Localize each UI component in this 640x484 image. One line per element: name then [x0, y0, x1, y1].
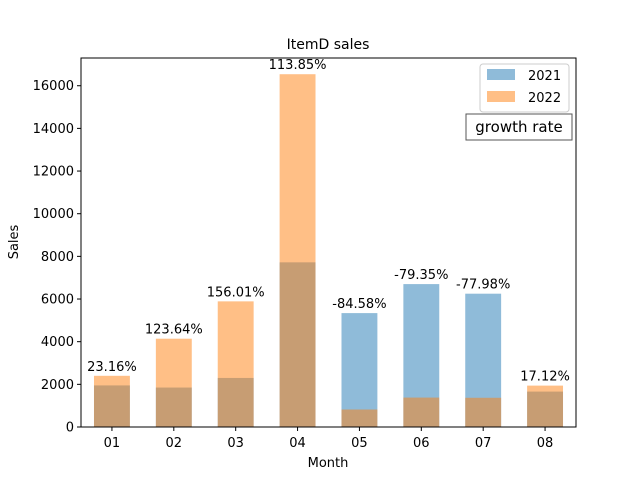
- x-tick-label-05: 05: [351, 436, 368, 451]
- bar-2022-04: [279, 74, 316, 428]
- bar-layer: [93, 74, 564, 428]
- x-tick-label-06: 06: [413, 436, 430, 451]
- y-tick-label: 6000: [41, 293, 74, 308]
- data-label-04: 113.85%: [269, 58, 327, 73]
- x-axis-label: Month: [308, 456, 349, 471]
- data-label-03: 156.01%: [207, 285, 265, 300]
- y-tick-label: 10000: [33, 207, 74, 222]
- x-tick-label-08: 08: [537, 436, 554, 451]
- y-tick-label: 14000: [33, 122, 74, 137]
- x-tick-label-04: 04: [289, 436, 306, 451]
- annotation-text: growth rate: [475, 118, 562, 136]
- x-tick-label-07: 07: [475, 436, 492, 451]
- data-label-02: 123.64%: [145, 323, 203, 338]
- y-tick-label: 12000: [33, 165, 74, 180]
- legend-swatch-2022: [487, 91, 515, 102]
- bar-2022-06: [403, 397, 440, 427]
- data-label-06: -79.35%: [394, 268, 448, 283]
- data-label-07: -77.98%: [456, 278, 510, 293]
- y-axis: 0 2000 4000 6000 8000 10000 12000 14000 16000: [33, 79, 81, 436]
- x-tick-label-01: 01: [104, 436, 121, 451]
- plot-frame: [80, 57, 577, 428]
- y-tick-label: 0: [66, 421, 74, 436]
- x-axis: 01 02 03 04 05 06 07 08: [104, 427, 554, 451]
- data-label-05: -84.58%: [332, 297, 386, 312]
- y-tick-label: 4000: [41, 335, 74, 350]
- legend-swatch-2021: [487, 69, 515, 80]
- data-label-08: 17.12%: [520, 370, 570, 385]
- x-tick-label-03: 03: [227, 436, 244, 451]
- chart-title: ItemD sales: [287, 37, 370, 53]
- growth-rate-annotation: growth rate: [465, 113, 573, 141]
- legend-label-2022: 2022: [528, 91, 561, 106]
- data-label-layer: 23.16% 123.64% 156.01% 113.85% -84.58% -79.35…: [87, 58, 570, 384]
- y-axis-label: Sales: [7, 224, 22, 259]
- annotation-box: [465, 113, 573, 141]
- bar-2022-08: [527, 385, 564, 427]
- bar-2022-07: [465, 397, 502, 427]
- y-tick-label: 8000: [41, 250, 74, 265]
- bar-2021-05: [341, 313, 378, 427]
- y-tick-label: 16000: [33, 79, 74, 94]
- bar-2022-01: [93, 375, 130, 427]
- data-label-01: 23.16%: [87, 360, 137, 375]
- legend-label-2021: 2021: [528, 69, 561, 84]
- bar-2022-02: [155, 338, 192, 427]
- bar-2022-03: [217, 301, 254, 427]
- bar-2022-05: [341, 409, 378, 427]
- legend: 2021 2022: [479, 63, 570, 113]
- y-tick-label: 2000: [41, 378, 74, 393]
- x-tick-label-02: 02: [166, 436, 183, 451]
